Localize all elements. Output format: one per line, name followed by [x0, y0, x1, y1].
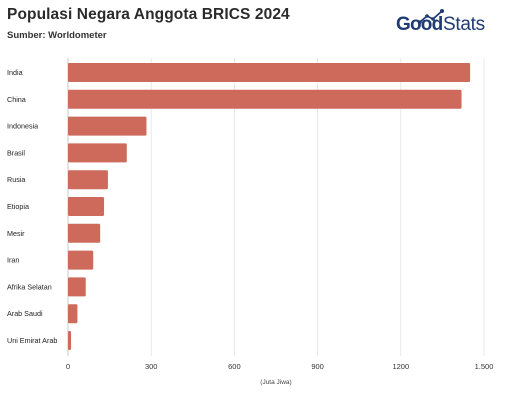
x-axis-ticks: 0 300 600 900 1200 1.500: [66, 362, 493, 371]
bar-brasil: [68, 143, 127, 163]
category-label: Rusia: [7, 175, 25, 184]
bar-afrika-selatan: [68, 277, 86, 297]
category-label: Indonesia: [7, 122, 38, 131]
chart-title: Populasi Negara Anggota BRICS 2024: [7, 6, 290, 23]
bar-arab-saudi: [68, 304, 78, 324]
x-tick-label: 900: [311, 362, 324, 371]
bar-indonesia: [68, 116, 147, 136]
category-label: Etiopia: [7, 202, 29, 211]
category-label: China: [7, 95, 26, 104]
category-label: Brasil: [7, 148, 25, 157]
bar-etiopia: [68, 197, 105, 216]
bar-uni-emirat-arab: [68, 331, 72, 350]
trend-line-icon: [418, 9, 444, 24]
category-labels: India China Indonesia Brasil Rusia Etiopia Mes…: [7, 68, 57, 345]
category-label: Mesir: [7, 229, 25, 238]
category-label: Arab Saudi: [7, 309, 43, 318]
x-tick-label: 1200: [392, 362, 409, 371]
chart-source: Sumber: Worldometer: [7, 30, 107, 41]
x-tick-label: 300: [145, 362, 158, 371]
bar-india: [68, 63, 471, 82]
bar-mesir: [68, 223, 101, 243]
x-tick-label: 0: [66, 362, 70, 371]
x-tick-label: 600: [228, 362, 241, 371]
bar-iran: [68, 250, 94, 270]
logo-text-good: Good: [396, 14, 443, 35]
x-axis-unit-label: (Juta Jiwa): [260, 379, 291, 386]
x-tick-label: 1.500: [475, 362, 494, 371]
category-label: Afrika Selatan: [7, 282, 52, 291]
bars: [68, 63, 471, 350]
category-label: India: [7, 68, 23, 77]
bar-china: [68, 89, 462, 109]
category-label: Uni Emirat Arab: [7, 336, 57, 345]
goodstats-logo: Good Stats: [396, 8, 506, 38]
logo-text-stats: Stats: [443, 14, 485, 35]
bar-rusia: [68, 170, 108, 190]
category-label: Iran: [7, 256, 19, 265]
